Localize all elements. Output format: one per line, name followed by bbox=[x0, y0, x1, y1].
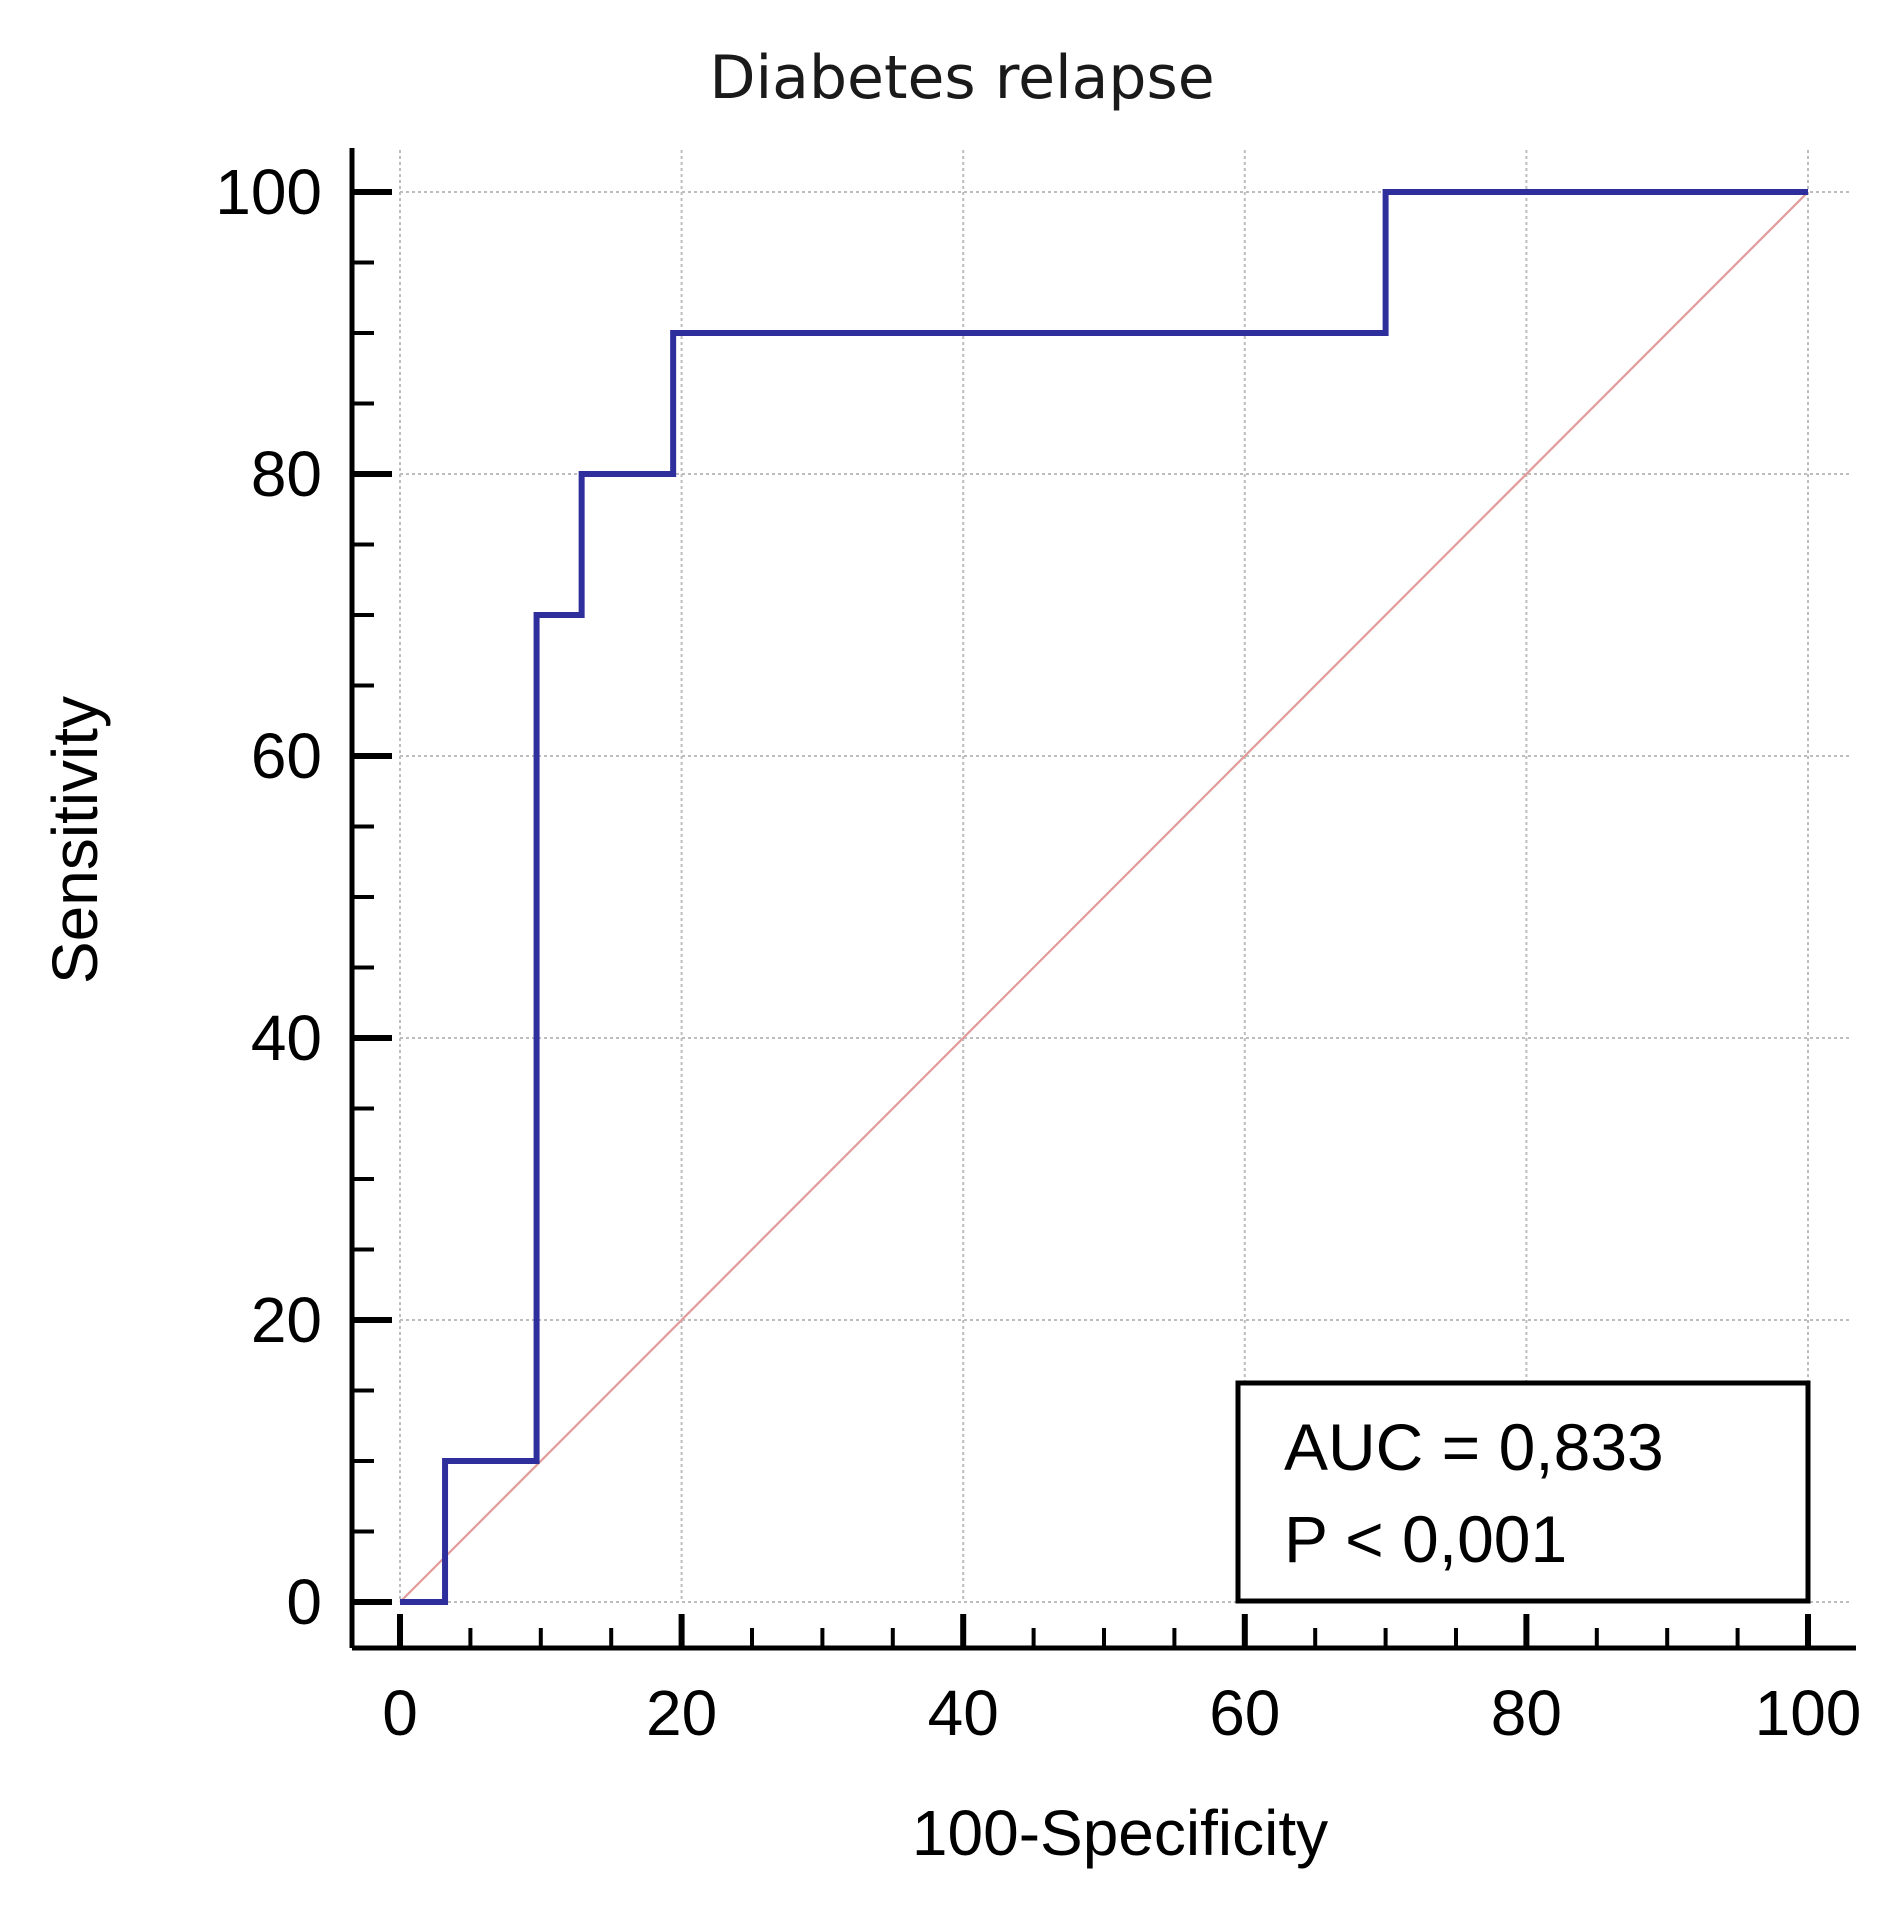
y-tick-label: 60 bbox=[251, 720, 322, 792]
y-tick-label: 100 bbox=[215, 156, 322, 228]
reference-line bbox=[399, 191, 1809, 1603]
y-tick-label: 0 bbox=[286, 1566, 322, 1638]
x-tick-labels: 0 20 40 60 80 100 bbox=[382, 1677, 1861, 1749]
y-axis-label: Sensitivity bbox=[39, 696, 111, 984]
x-tick-label: 80 bbox=[1491, 1677, 1562, 1749]
annotation-frame bbox=[1235, 1380, 1811, 1604]
p-value: P < 0,001 bbox=[1284, 1502, 1567, 1576]
x-tick-label: 60 bbox=[1209, 1677, 1280, 1749]
x-tick-label: 40 bbox=[928, 1677, 999, 1749]
chart-title: Diabetes relapse bbox=[709, 43, 1214, 113]
x-tick-label: 100 bbox=[1755, 1677, 1862, 1749]
auc-value: AUC = 0,833 bbox=[1284, 1410, 1664, 1484]
roc-step-line bbox=[400, 189, 1808, 1605]
y-tick-label: 40 bbox=[251, 1002, 322, 1074]
x-tick-label: 0 bbox=[382, 1677, 418, 1749]
y-tick-label: 80 bbox=[251, 438, 322, 510]
auc-annotation-box: AUC = 0,833 P < 0,001 bbox=[1235, 1380, 1811, 1604]
y-tick-labels: 0 20 40 60 80 100 bbox=[215, 156, 322, 1638]
reference-diagonal bbox=[399, 191, 1809, 1603]
y-tick-label: 20 bbox=[251, 1284, 322, 1356]
x-tick-label: 20 bbox=[646, 1677, 717, 1749]
x-axis-label: 100-Specificity bbox=[912, 1797, 1328, 1869]
axes bbox=[349, 148, 1856, 1651]
roc-curve bbox=[400, 189, 1808, 1605]
